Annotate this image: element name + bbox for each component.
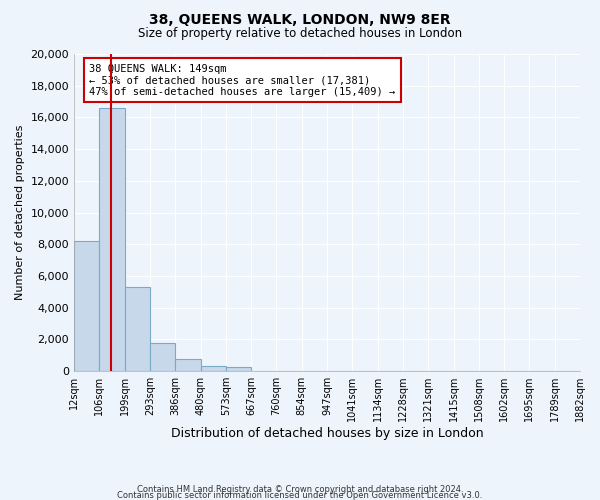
Y-axis label: Number of detached properties: Number of detached properties — [15, 125, 25, 300]
Text: Contains HM Land Registry data © Crown copyright and database right 2024.: Contains HM Land Registry data © Crown c… — [137, 485, 463, 494]
Text: Size of property relative to detached houses in London: Size of property relative to detached ho… — [138, 28, 462, 40]
Bar — [150, 344, 175, 371]
Bar — [226, 367, 251, 371]
Text: 38, QUEENS WALK, LONDON, NW9 8ER: 38, QUEENS WALK, LONDON, NW9 8ER — [149, 12, 451, 26]
Bar — [175, 359, 200, 371]
Bar — [125, 287, 150, 371]
X-axis label: Distribution of detached houses by size in London: Distribution of detached houses by size … — [171, 427, 484, 440]
Text: Contains public sector information licensed under the Open Government Licence v3: Contains public sector information licen… — [118, 490, 482, 500]
Bar — [200, 366, 226, 371]
Text: 38 QUEENS WALK: 149sqm
← 53% of detached houses are smaller (17,381)
47% of semi: 38 QUEENS WALK: 149sqm ← 53% of detached… — [89, 64, 395, 96]
Bar — [100, 108, 125, 371]
Bar — [74, 241, 100, 371]
